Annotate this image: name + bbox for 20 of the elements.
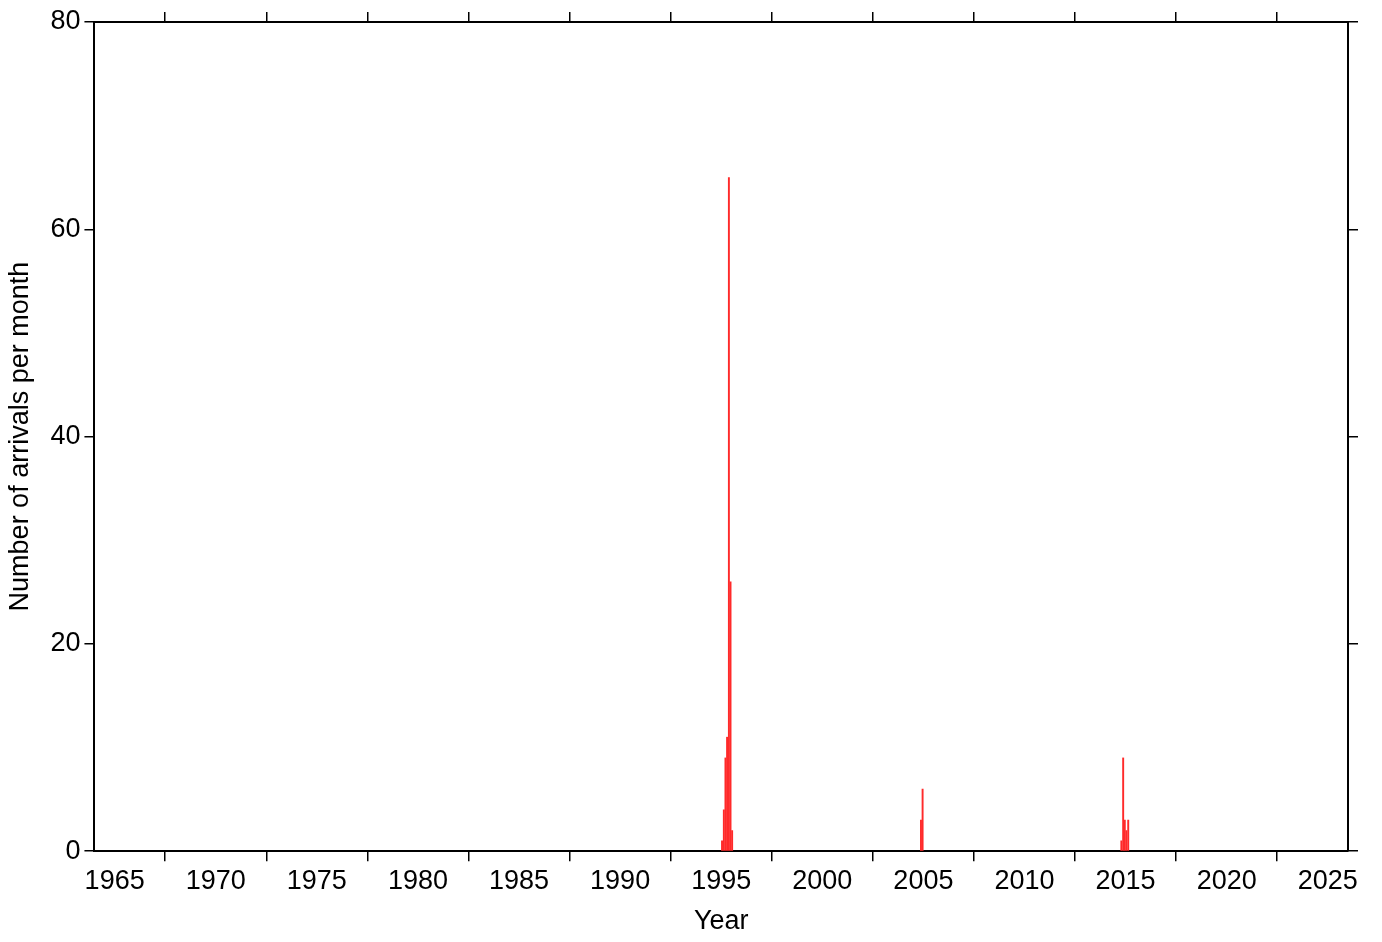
y-tick-label: 60 — [50, 212, 81, 243]
y-tick-label: 0 — [65, 834, 81, 865]
x-tick-label: 1995 — [691, 864, 752, 895]
x-tick-label: 1970 — [185, 864, 246, 895]
x-tick-label: 1980 — [387, 864, 448, 895]
x-tick-label: 2010 — [994, 864, 1055, 895]
x-tick-label: 2015 — [1095, 864, 1156, 895]
x-tick-label: 1990 — [590, 864, 651, 895]
x-tick-label: 2005 — [893, 864, 954, 895]
x-axis-title: Year — [693, 905, 749, 936]
x-tick-label: 1985 — [488, 864, 550, 895]
y-tick-label: 40 — [50, 420, 81, 451]
x-tick-label: 2025 — [1297, 864, 1358, 895]
x-tick-label: 1965 — [84, 864, 145, 895]
y-axis-title: Number of arrivals per month — [3, 261, 34, 612]
y-tick-label: 20 — [50, 627, 81, 658]
y-tick-label: 80 — [50, 5, 81, 36]
x-tick-label: 2020 — [1196, 864, 1257, 895]
x-tick-label: 1975 — [286, 864, 347, 895]
x-tick-label: 2000 — [792, 864, 853, 895]
